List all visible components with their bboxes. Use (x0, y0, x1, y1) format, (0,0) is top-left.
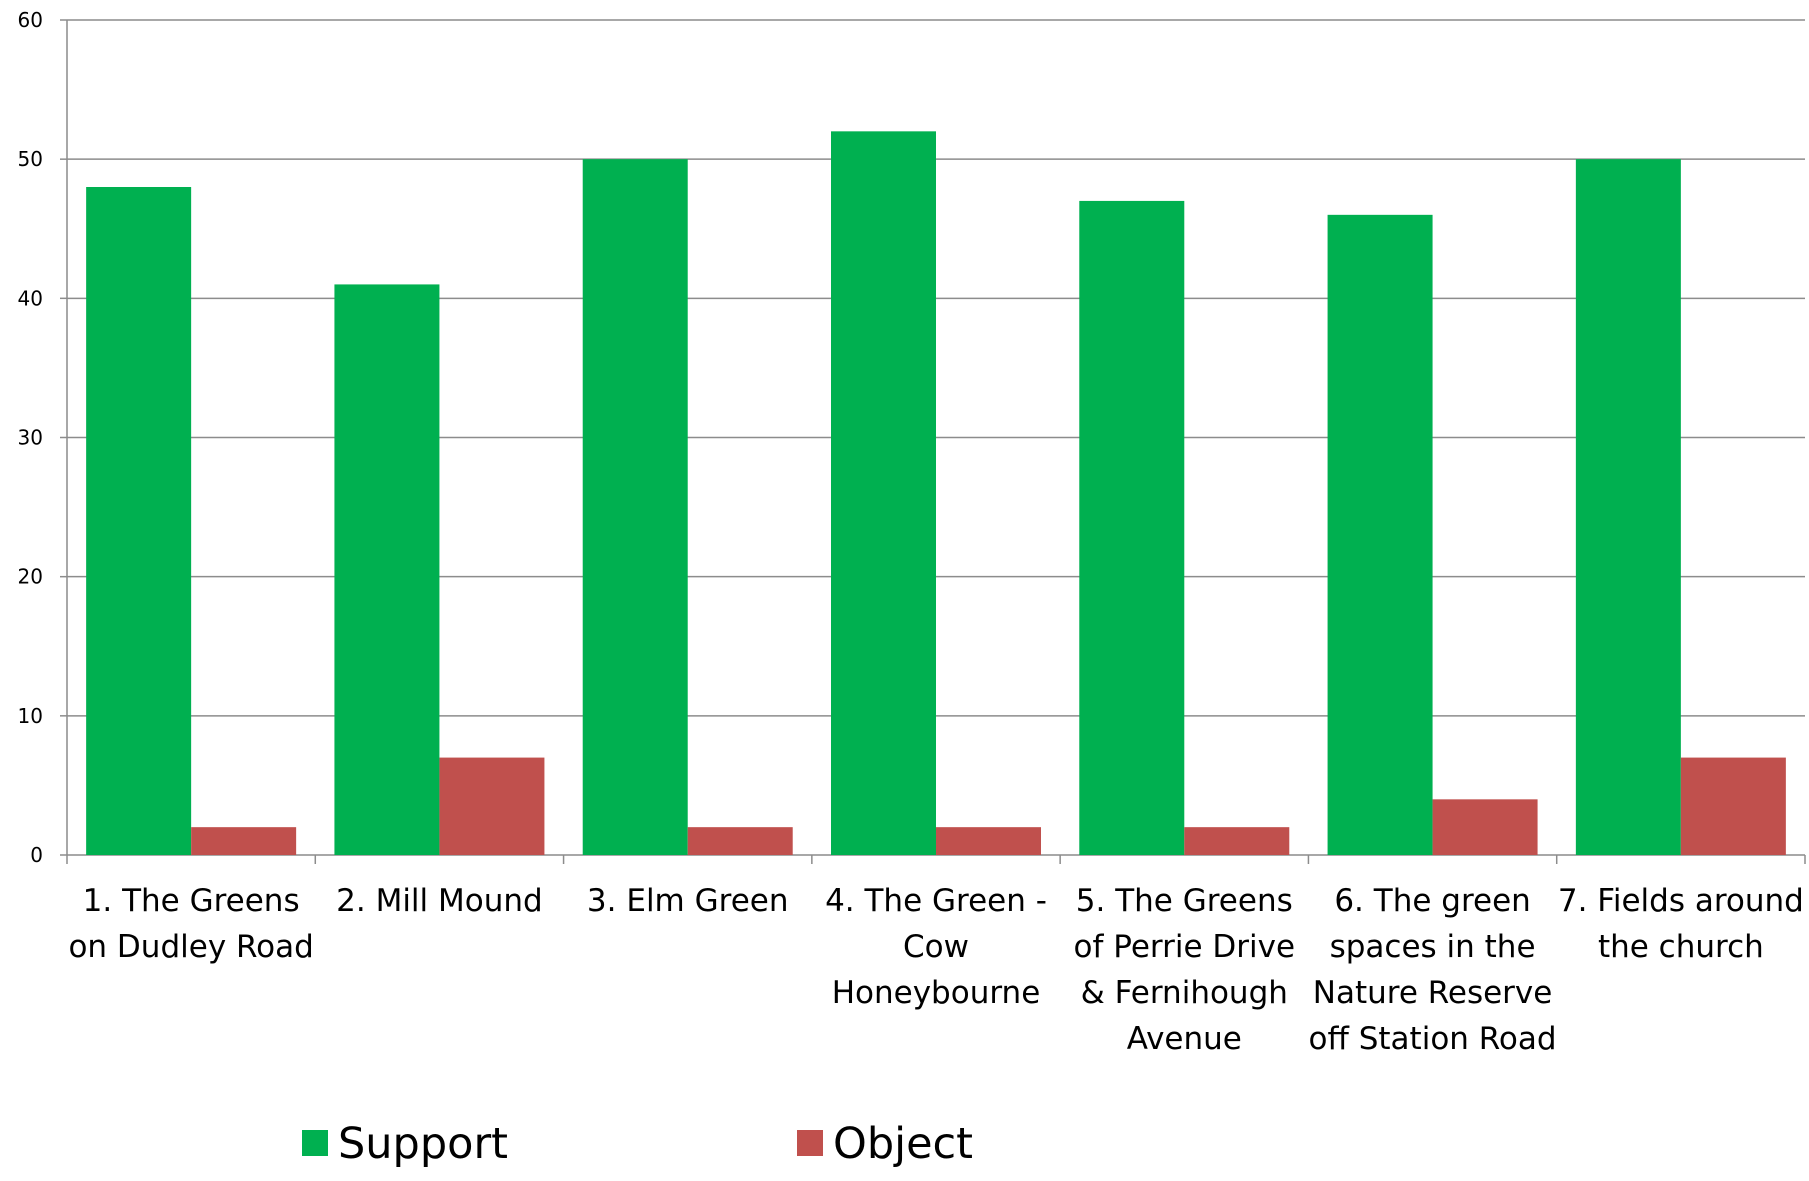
bar-object-5 (1184, 827, 1290, 855)
bar-support-3 (582, 159, 688, 855)
x-tick-label: 2. Mill Mound (336, 883, 543, 919)
tick-labels: 0 10 20 30 40 50 60 1. The Greens on Dudley Road… (18, 8, 1804, 1057)
legend-label-support: Support (338, 1119, 508, 1169)
bar-object-1 (191, 827, 297, 855)
bar-object-6 (1432, 799, 1538, 855)
x-tick-label: 4. The Green - (825, 883, 1047, 919)
y-tick-label: 20 (18, 565, 43, 589)
x-tick-label: Cow (903, 929, 969, 965)
x-tick-label: 1. The Greens (83, 883, 300, 919)
y-tick-label: 30 (18, 426, 43, 450)
x-tick-label: 7. Fields around (1558, 883, 1804, 919)
bar-object-7 (1680, 757, 1786, 855)
x-tick-label: 5. The Greens (1076, 883, 1293, 919)
legend-swatch-support (302, 1130, 328, 1156)
x-tick-label: of Perrie Drive (1074, 929, 1296, 965)
x-tick-label: spaces in the (1330, 929, 1536, 965)
bar-support-7 (1575, 159, 1681, 855)
bars (86, 131, 1786, 856)
bar-object-2 (439, 757, 545, 855)
bar-support-5 (1079, 200, 1185, 855)
legend-swatch-object (797, 1130, 823, 1156)
legend: Support Object (302, 1119, 973, 1169)
x-tick-label: the church (1598, 929, 1764, 965)
x-tick-label: Honeybourne (832, 975, 1041, 1011)
y-tick-label: 10 (18, 704, 43, 728)
x-tick-label: & Fernihough (1081, 975, 1288, 1011)
bar-support-6 (1327, 214, 1433, 856)
x-tick-label: 3. Elm Green (587, 883, 789, 919)
bar-support-4 (831, 131, 936, 856)
bar-support-2 (334, 284, 440, 856)
legend-label-object: Object (833, 1119, 973, 1169)
y-tick-label: 60 (18, 8, 43, 32)
y-tick-label: 0 (30, 843, 43, 867)
x-tick-label: off Station Road (1309, 1021, 1557, 1057)
x-tick-label: Nature Reserve (1313, 975, 1553, 1011)
bar-support-1 (86, 187, 192, 855)
y-tick-label: 40 (18, 286, 43, 310)
bar-object-4 (936, 827, 1041, 855)
x-tick-label: on Dudley Road (68, 929, 313, 965)
x-tick-label: Avenue (1127, 1021, 1242, 1057)
bar-object-3 (687, 827, 793, 855)
x-tick-label: 6. The green (1334, 883, 1530, 919)
y-tick-label: 50 (18, 147, 43, 171)
